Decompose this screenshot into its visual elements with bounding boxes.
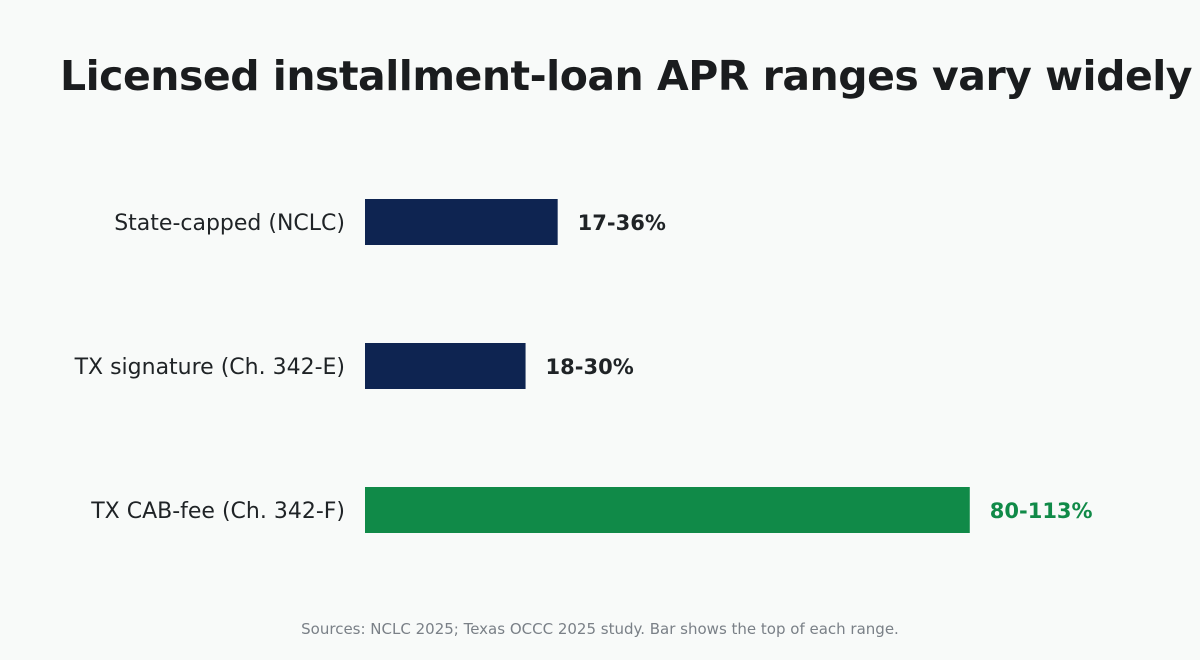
bar	[365, 343, 526, 389]
bar	[365, 487, 970, 533]
value-label: 17-36%	[578, 211, 666, 235]
bar-group	[365, 199, 970, 533]
source-note: Sources: NCLC 2025; Texas OCCC 2025 stud…	[301, 620, 899, 638]
category-label-group: State-capped (NCLC) TX signature (Ch. 342…	[74, 211, 345, 524]
category-label: TX signature (Ch. 342-E)	[74, 355, 345, 380]
bar	[365, 199, 558, 245]
value-label: 80-113%	[990, 499, 1093, 523]
value-label-group: 17-36% 18-30% 80-113%	[546, 211, 1093, 523]
chart-title: Licensed installment-loan APR ranges var…	[60, 52, 1193, 100]
category-label: TX CAB-fee (Ch. 342-F)	[90, 499, 345, 524]
category-label: State-capped (NCLC)	[114, 211, 345, 236]
value-label: 18-30%	[546, 355, 634, 379]
